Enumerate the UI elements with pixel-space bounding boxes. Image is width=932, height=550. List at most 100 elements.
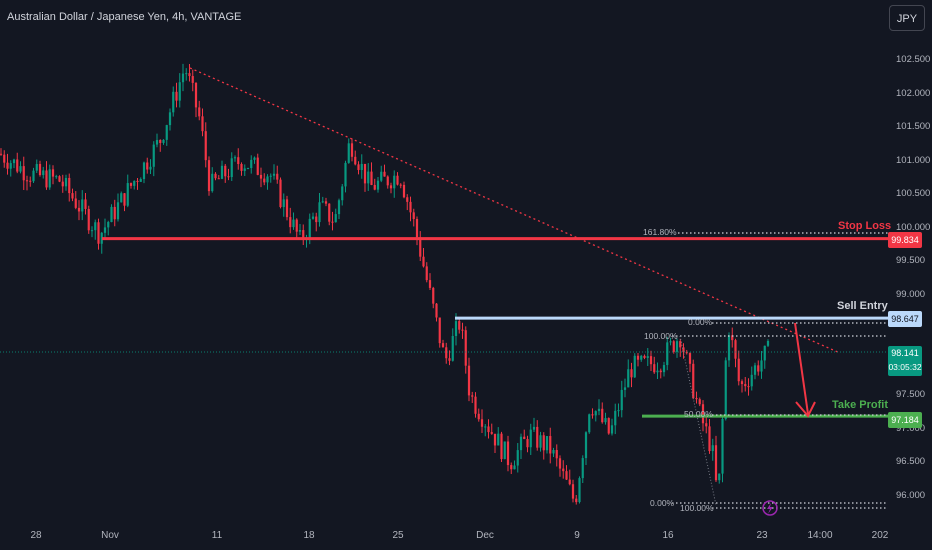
candle-body <box>354 156 357 165</box>
candle-body <box>623 387 627 390</box>
candle-body <box>133 180 136 186</box>
candle-body <box>497 433 500 446</box>
candle-body <box>516 450 519 466</box>
candle-body <box>620 389 623 411</box>
candle-body <box>211 173 214 192</box>
candle-body <box>126 183 129 206</box>
candle-body <box>302 230 305 240</box>
candle-body <box>204 131 207 161</box>
candle-body <box>246 168 250 170</box>
candle-body <box>367 171 370 184</box>
candle-body <box>653 364 656 373</box>
candle-body <box>224 165 227 177</box>
candle-body <box>292 219 295 228</box>
candle-body <box>120 193 123 203</box>
candle-body <box>692 363 695 399</box>
candle-body <box>35 164 38 171</box>
y-tick-label: 102.500 <box>896 54 931 65</box>
candle-body <box>565 471 568 480</box>
candle-body <box>74 198 77 208</box>
x-tick-label: 16 <box>662 530 674 541</box>
candle-body <box>747 386 750 388</box>
candle-body <box>376 180 380 190</box>
x-tick-label: 14:00 <box>807 530 833 541</box>
candle-body <box>84 199 87 209</box>
candle-body <box>227 176 230 178</box>
candle-body <box>324 201 328 204</box>
candle-body <box>233 157 237 159</box>
candle-body <box>360 163 363 170</box>
candle-body <box>240 164 243 171</box>
candle-body <box>510 465 513 470</box>
candle-body <box>16 159 19 172</box>
candle-body <box>679 341 682 348</box>
candle-body <box>428 280 432 288</box>
candle-body <box>409 201 412 213</box>
candle-body <box>503 441 506 460</box>
candle-body <box>649 356 653 365</box>
candle-body <box>113 206 116 220</box>
candle-body <box>321 201 324 203</box>
candle-body <box>45 170 48 188</box>
candle-body <box>766 340 770 346</box>
candle-body <box>185 73 188 75</box>
candle-body <box>357 164 360 170</box>
y-tick-label: 99.000 <box>896 288 926 300</box>
x-tick-label: 28 <box>30 530 42 541</box>
candle-body <box>94 222 97 231</box>
candle-body <box>513 465 516 470</box>
candle-body <box>744 384 747 387</box>
candle-body <box>714 445 718 481</box>
candle-body <box>0 153 3 155</box>
candle-body <box>279 179 282 208</box>
stop-loss-price-label: 99.834 <box>888 232 922 248</box>
candle-body <box>341 186 344 201</box>
candle-body <box>659 370 662 373</box>
y-tick-label: 96.000 <box>896 489 926 501</box>
candle-body <box>552 449 555 454</box>
candle-body <box>480 419 484 427</box>
candle-body <box>458 321 461 330</box>
candle-body <box>81 199 84 212</box>
candle-body <box>753 365 757 375</box>
y-tick-label: 100.500 <box>896 188 931 199</box>
candle-body <box>614 410 617 426</box>
current-price-value: 98.141 <box>891 348 919 358</box>
candle-body <box>432 287 435 304</box>
x-tick-label: 9 <box>574 530 580 541</box>
chart-title: Australian Dollar / Japanese Yen, 4h, VA… <box>7 11 242 23</box>
candle-body <box>373 184 376 190</box>
candle-body <box>591 414 594 416</box>
y-tick-label: 96.500 <box>896 456 926 467</box>
candle-body <box>672 341 675 352</box>
fib-161-label: 161.80% <box>643 227 677 237</box>
x-tick-label: 202 <box>871 530 889 541</box>
fib-100-top-label: 100.00% <box>644 331 678 341</box>
candle-body <box>594 411 597 416</box>
x-tick-label: 18 <box>303 530 315 541</box>
candle-body <box>58 176 61 182</box>
candle-body <box>269 175 272 177</box>
currency-button[interactable]: JPY <box>889 5 925 31</box>
candle-body <box>493 433 497 446</box>
x-tick-label: 11 <box>211 530 223 541</box>
take-profit-label: Take Profit <box>832 399 889 411</box>
candle-body <box>750 374 753 387</box>
candle-body <box>311 216 315 219</box>
candle-body <box>536 426 539 448</box>
candle-body <box>64 177 68 187</box>
candle-body <box>705 423 708 427</box>
candle-body <box>386 176 389 186</box>
candle-body <box>318 202 321 223</box>
candle-body <box>19 166 22 172</box>
candle-body <box>136 180 139 182</box>
candle-body <box>230 158 233 178</box>
candle-body <box>607 418 610 434</box>
y-tick-label: 99.500 <box>896 255 926 266</box>
candle-body <box>315 216 318 223</box>
candle-body <box>29 180 32 182</box>
candle-body <box>159 140 162 143</box>
candle-body <box>237 157 240 165</box>
candle-body <box>617 410 620 412</box>
